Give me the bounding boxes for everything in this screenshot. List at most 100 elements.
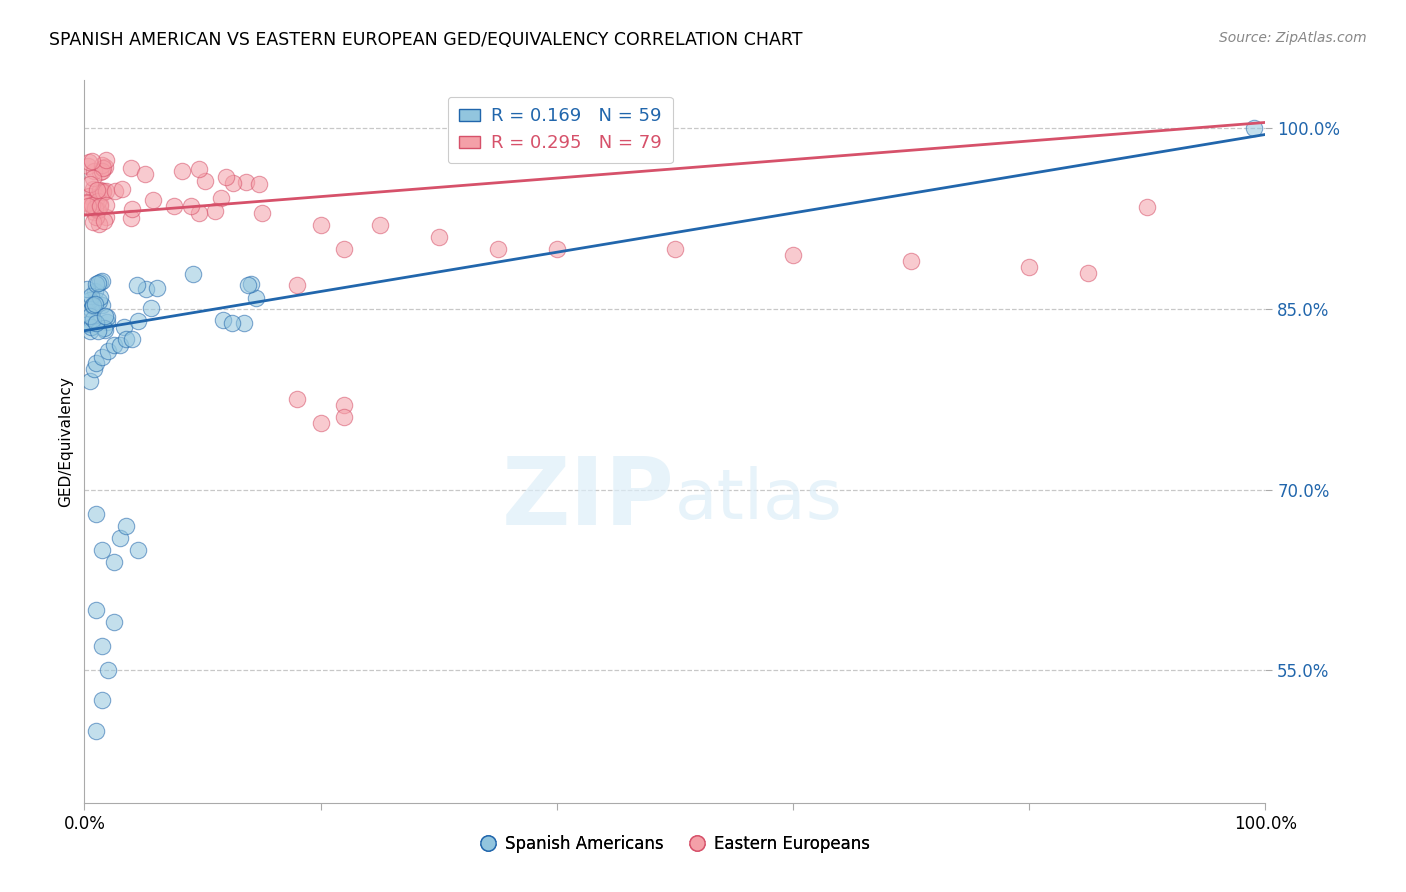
Point xyxy=(187,161,209,176)
Point xyxy=(141,301,163,315)
Point xyxy=(546,242,568,256)
Point xyxy=(108,531,131,545)
Point xyxy=(80,198,103,212)
Point xyxy=(664,242,686,256)
Point xyxy=(285,392,308,407)
Point xyxy=(1077,266,1099,280)
Point xyxy=(89,183,111,197)
Point xyxy=(94,323,117,337)
Point xyxy=(79,375,101,389)
Point xyxy=(247,177,270,191)
Point xyxy=(94,310,117,324)
Point xyxy=(181,267,204,281)
Text: Source: ZipAtlas.com: Source: ZipAtlas.com xyxy=(1219,31,1367,45)
Point xyxy=(91,161,114,175)
Point xyxy=(333,242,356,256)
Point xyxy=(84,356,107,370)
Point xyxy=(170,164,193,178)
Point xyxy=(285,278,308,293)
Point xyxy=(232,316,254,330)
Point xyxy=(121,332,143,346)
Point xyxy=(91,640,114,654)
Point xyxy=(94,153,117,168)
Point xyxy=(97,344,120,359)
Point xyxy=(91,693,114,707)
Point xyxy=(163,199,186,213)
Point xyxy=(79,302,101,317)
Point xyxy=(77,317,100,331)
Point xyxy=(134,168,156,182)
Point xyxy=(93,214,115,228)
Point xyxy=(91,185,114,199)
Point xyxy=(86,190,108,204)
Text: ZIP: ZIP xyxy=(502,453,675,545)
Point xyxy=(103,615,125,630)
Point xyxy=(89,275,111,289)
Text: atlas: atlas xyxy=(675,466,842,533)
Point xyxy=(486,242,509,256)
Point xyxy=(83,164,105,178)
Point xyxy=(91,158,114,172)
Point xyxy=(79,310,101,324)
Point xyxy=(84,277,107,291)
Point xyxy=(86,202,108,217)
Point xyxy=(83,362,105,376)
Point xyxy=(146,280,169,294)
Point xyxy=(83,284,105,298)
Point xyxy=(187,205,209,219)
Point xyxy=(250,205,273,219)
Point xyxy=(82,171,104,186)
Point xyxy=(427,230,450,244)
Point xyxy=(245,291,267,305)
Point xyxy=(79,319,101,334)
Point xyxy=(782,248,804,262)
Point xyxy=(76,195,98,210)
Point xyxy=(333,410,356,425)
Point xyxy=(114,519,136,533)
Point xyxy=(84,603,107,617)
Point xyxy=(135,282,157,296)
Point xyxy=(89,294,111,309)
Point xyxy=(900,254,922,268)
Point xyxy=(103,555,125,569)
Point xyxy=(221,316,243,330)
Point xyxy=(112,319,135,334)
Point xyxy=(77,189,100,203)
Point xyxy=(87,324,110,338)
Point xyxy=(89,199,111,213)
Point xyxy=(127,314,149,328)
Point xyxy=(127,542,149,557)
Point xyxy=(91,184,114,198)
Point xyxy=(87,276,110,290)
Point xyxy=(91,350,114,364)
Point xyxy=(79,293,101,308)
Text: SPANISH AMERICAN VS EASTERN EUROPEAN GED/EQUIVALENCY CORRELATION CHART: SPANISH AMERICAN VS EASTERN EUROPEAN GED… xyxy=(49,31,803,49)
Point xyxy=(84,723,107,738)
Point xyxy=(80,289,103,303)
Point xyxy=(121,202,143,217)
Point xyxy=(86,183,108,197)
Point xyxy=(108,338,131,352)
Point xyxy=(180,199,202,213)
Point xyxy=(82,215,104,229)
Point xyxy=(77,159,100,173)
Point xyxy=(82,299,104,313)
Point xyxy=(125,278,148,293)
Point xyxy=(79,178,101,192)
Point xyxy=(91,298,114,312)
Point xyxy=(104,184,127,198)
Point xyxy=(94,160,117,174)
Point xyxy=(82,312,104,326)
Point xyxy=(96,185,118,199)
Point xyxy=(212,312,235,326)
Point xyxy=(194,174,217,188)
Point xyxy=(93,321,115,335)
Point xyxy=(89,290,111,304)
Point xyxy=(309,417,332,431)
Point xyxy=(90,163,112,178)
Point xyxy=(76,196,98,211)
Point xyxy=(111,182,134,196)
Point xyxy=(215,169,238,184)
Point xyxy=(1018,260,1040,274)
Point xyxy=(96,315,118,329)
